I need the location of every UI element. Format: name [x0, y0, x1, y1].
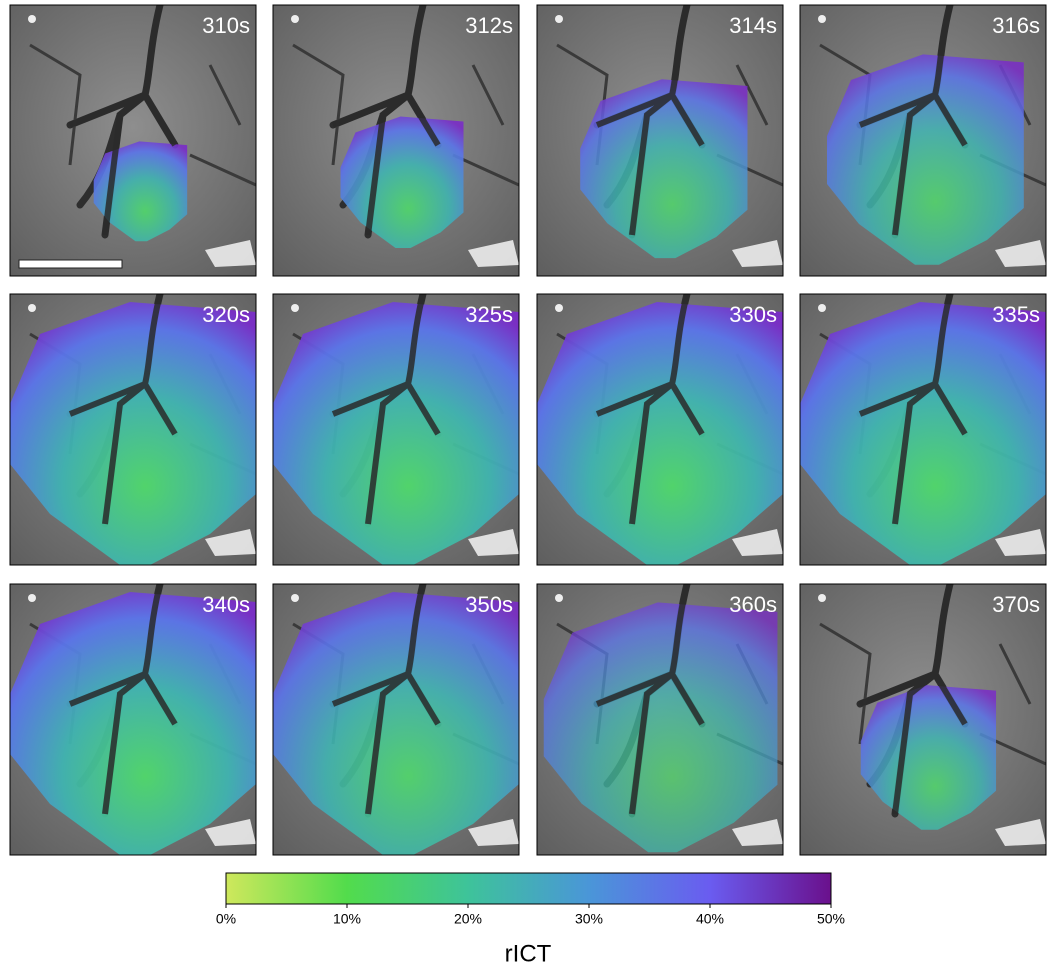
marker: [818, 15, 826, 23]
tick-label: 40%: [696, 911, 724, 927]
marker: [291, 594, 299, 602]
panel-image: [273, 289, 519, 565]
panel-image: [10, 579, 256, 855]
panel-label: 310s: [202, 13, 250, 38]
tick-label: 20%: [454, 911, 482, 927]
panel-image: [800, 579, 1046, 855]
panel: 314s: [537, 0, 783, 276]
panel-label: 320s: [202, 302, 250, 327]
marker: [291, 304, 299, 312]
panel: 350s: [273, 579, 519, 855]
colorbar-label: rICT: [505, 940, 552, 967]
tick-label: 30%: [575, 911, 603, 927]
panel: 370s: [800, 579, 1046, 855]
panel-label: 316s: [992, 13, 1040, 38]
tick-label: 0%: [216, 911, 236, 927]
marker: [28, 304, 36, 312]
marker: [555, 15, 563, 23]
panel-image: [800, 289, 1046, 565]
marker: [818, 594, 826, 602]
tick-label: 10%: [333, 911, 361, 927]
marker: [555, 594, 563, 602]
panel-image: [273, 0, 519, 276]
colorbar: [226, 873, 831, 904]
panel-label: 370s: [992, 592, 1040, 617]
scale-bar: [19, 260, 122, 268]
panel-image: [10, 289, 256, 565]
panel: 310s: [10, 0, 256, 276]
panel-label: 330s: [729, 302, 777, 327]
panel: 360s: [537, 579, 783, 855]
panel: 330s: [537, 289, 783, 565]
marker: [818, 304, 826, 312]
panel-label: 340s: [202, 592, 250, 617]
panel-label: 312s: [465, 13, 513, 38]
panel-image: [537, 289, 783, 565]
panel-grid: 310s 312s 314s 316s 320s 325s 330s 335s 340s 350s…: [10, 0, 1046, 855]
tick-label: 50%: [817, 911, 845, 927]
panel-label: 325s: [465, 302, 513, 327]
panel: 335s: [800, 289, 1046, 565]
marker: [28, 15, 36, 23]
colorbar-ticks: 0% 10% 20% 30% 40% 50%: [216, 904, 845, 927]
panel-label: 335s: [992, 302, 1040, 327]
panel-label: 360s: [729, 592, 777, 617]
panel-label: 350s: [465, 592, 513, 617]
marker: [291, 15, 299, 23]
page: {"panels": [ {"label": "310s"}, {"label"…: [0, 0, 1047, 969]
figure: 310s 312s 314s 316s 320s 325s 330s 335s 340s 350s…: [0, 0, 1047, 969]
marker: [28, 594, 36, 602]
panel-label: 314s: [729, 13, 777, 38]
panel: 320s: [10, 289, 256, 565]
panel-image: [10, 0, 256, 276]
marker: [555, 304, 563, 312]
panel: 312s: [273, 0, 519, 276]
panel: 325s: [273, 289, 519, 565]
panel: 316s: [800, 0, 1046, 276]
panel-image: [800, 0, 1046, 276]
panel: 340s: [10, 579, 256, 855]
panel-image: [537, 579, 783, 855]
panel-image: [273, 579, 519, 855]
panel-image: [537, 0, 783, 276]
